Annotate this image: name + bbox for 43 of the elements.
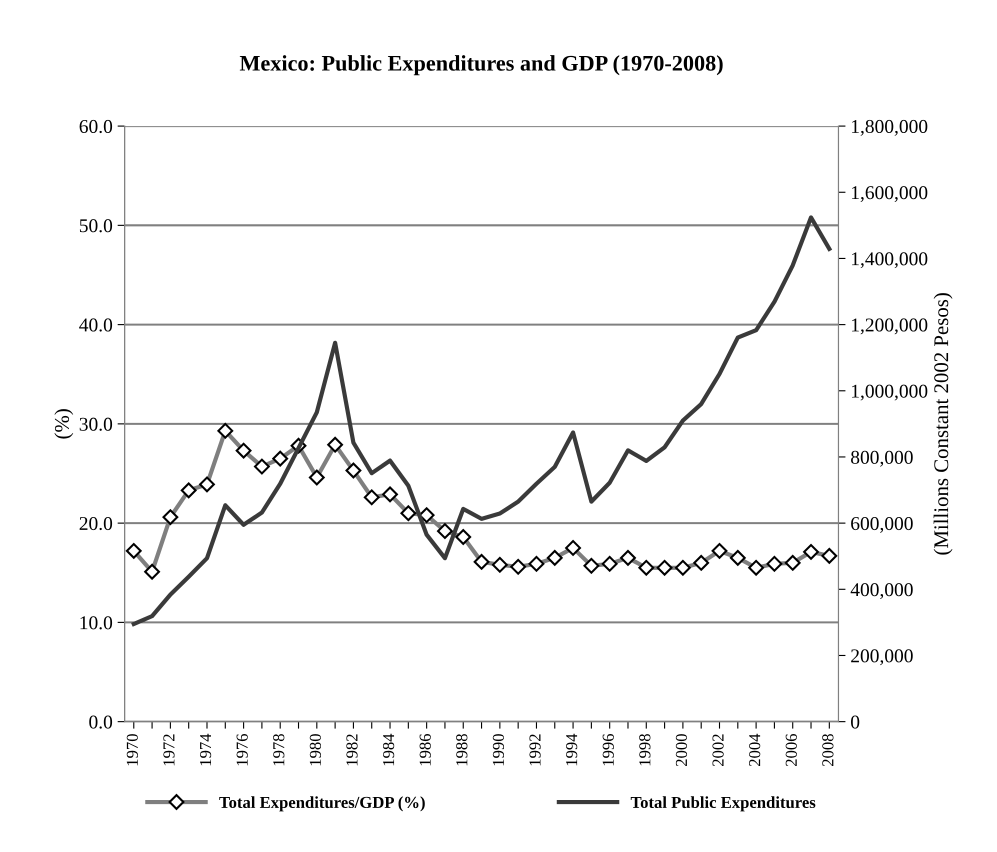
y-tick-label: 50.0 [80,219,112,232]
x-tick-label: 1976 [236,734,248,766]
y-tick-label: 40.0 [79,318,112,332]
x-tick-label: 1980 [310,734,321,766]
y2-tick-label: 200,000 [851,649,913,666]
x-tick-label: 1972 [163,734,175,766]
y2-tick-label: 1,600,000 [852,186,928,202]
chart-title: Mexico: Public Expenditures and GDP (1970-2008) [240,55,723,76]
y-tick-label: 10.0 [80,616,112,630]
y2-tick-label: 1,800,000 [852,120,928,136]
x-tick-label: 1992 [529,734,541,766]
x-tick-label: 1970 [126,734,138,766]
x-tick-label: 2006 [786,734,797,766]
y2-tick-label: 600,000 [851,516,913,533]
x-tick-label: 1998 [639,734,650,766]
x-tick-label: 2004 [749,734,760,766]
x-tick-label: 1990 [492,734,504,766]
y-tick-label: 60.0 [80,120,112,134]
y2-tick-label: 1,200,000 [852,318,928,334]
x-tick-label: 1986 [420,734,431,766]
y2-tick-label: 1,000,000 [852,384,928,401]
x-tick-label: 2000 [676,734,688,766]
legend-label: Total Public Expenditures [630,796,816,812]
y-tick-label: 20.0 [80,516,112,530]
y2-tick-label: 400,000 [850,583,913,600]
line-series [132,215,832,626]
y2-tick-label: 800,000 [851,450,913,467]
x-tick-label: 2002 [712,734,724,766]
x-tick-label: 1982 [346,734,358,766]
x-tick-label: 1994 [566,734,578,766]
x-tick-label: 2008 [822,734,834,766]
y-tick-label: 0.0 [89,715,112,729]
x-tick-label: 1996 [602,734,614,766]
y2-axis-title: (Millions Constant 2002 Pesos) [934,293,953,555]
y-axis-title: (%) [54,409,74,439]
y2-tick-label: 0 [851,715,860,729]
y-tick-label: 30.0 [80,418,112,431]
x-tick-label: 1984 [382,734,394,766]
x-tick-label: 1988 [456,734,468,766]
x-tick-label: 1978 [273,734,284,766]
legend-label: Total Expenditures/GDP (%) [219,796,425,812]
x-tick-label: 1974 [200,734,212,766]
y2-tick-label: 1,400,000 [852,252,928,268]
